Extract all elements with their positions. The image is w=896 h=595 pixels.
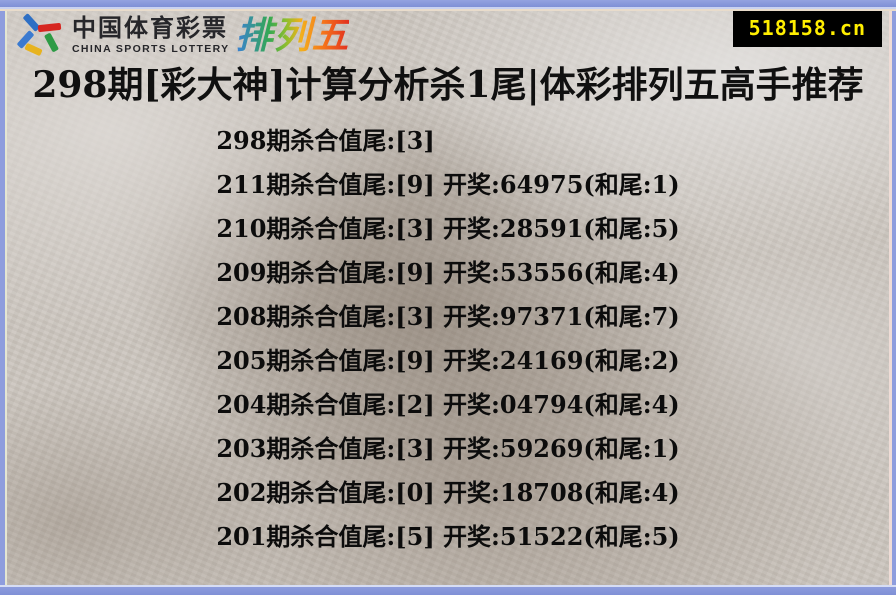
prediction-row: 202期杀合值尾:[0] 开奖:18708(和尾:4) [216, 478, 680, 507]
product-name-pailiewu: 排列五 [235, 14, 349, 58]
prediction-row: 203期杀合值尾:[3] 开奖:59269(和尾:1) [216, 434, 680, 463]
top-border [0, 0, 896, 7]
prediction-list-inner: 298期杀合值尾:[3] 211期杀合值尾:[9] 开奖:64975(和尾:1)… [216, 119, 679, 559]
prediction-list: 298期杀合值尾:[3] 211期杀合值尾:[9] 开奖:64975(和尾:1)… [0, 119, 896, 559]
prediction-row: 298期杀合值尾:[3] [216, 126, 435, 155]
top-border-accent-1 [0, 7, 896, 9]
prediction-row: 211期杀合值尾:[9] 开奖:64975(和尾:1) [216, 170, 680, 199]
left-border [0, 0, 5, 595]
brand-name-en: CHINA SPORTS LOTTERY [72, 43, 230, 56]
left-border-accent [5, 0, 7, 595]
bottom-border-accent [0, 585, 896, 587]
top-border-accent-2 [0, 9, 896, 11]
prediction-row: 208期杀合值尾:[3] 开奖:97371(和尾:7) [216, 302, 680, 331]
prediction-row: 204期杀合值尾:[2] 开奖:04794(和尾:4) [216, 390, 680, 419]
bottom-border [0, 587, 896, 595]
site-url-badge[interactable]: 518158.cn [732, 9, 882, 47]
right-border-accent [889, 0, 892, 595]
brand-name-cn: 中国体育彩票 [72, 15, 228, 43]
prediction-row: 205期杀合值尾:[9] 开奖:24169(和尾:2) [216, 346, 680, 375]
header: 中国体育彩票 CHINA SPORTS LOTTERY 排列五 518158.c… [10, 9, 886, 61]
page-title: 298期[彩大神]计算分析杀1尾|体彩排列五高手推荐 [32, 64, 864, 106]
sports-lottery-logo-icon [16, 13, 64, 59]
prediction-row: 209期杀合值尾:[9] 开奖:53556(和尾:4) [216, 258, 680, 287]
right-border [892, 0, 896, 595]
prediction-row: 210期杀合值尾:[3] 开奖:28591(和尾:5) [216, 214, 680, 243]
brand-text: 中国体育彩票 CHINA SPORTS LOTTERY [72, 17, 229, 55]
prediction-row: 201期杀合值尾:[5] 开奖:51522(和尾:5) [216, 522, 680, 551]
sports-lottery-logo[interactable]: 中国体育彩票 CHINA SPORTS LOTTERY 排列五 [16, 13, 349, 59]
